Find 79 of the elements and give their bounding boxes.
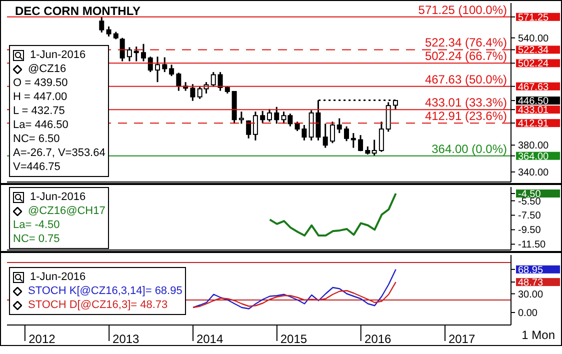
- line-series: [268, 192, 397, 237]
- y-tick-label: 412.91: [518, 118, 550, 130]
- x-tick-label: 2014: [196, 332, 224, 346]
- candlestick: [176, 72, 182, 92]
- x-tick-label: 2016: [364, 332, 392, 346]
- series-label: STOCH K[@CZ16,3,14]= 68.95: [27, 284, 182, 298]
- y-tick-label: 571.25: [518, 12, 550, 24]
- x-tick-label: 2015: [280, 332, 308, 346]
- candlestick: [344, 126, 350, 142]
- candlestick: [134, 46, 139, 62]
- y-tick-label: 540.00: [518, 33, 550, 44]
- ref-line-label: 364.00 (0.0%): [432, 142, 507, 156]
- candlestick: [358, 134, 364, 152]
- candlestick: [350, 132, 356, 149]
- candlestick: [148, 56, 153, 73]
- candlestick: [155, 56, 160, 83]
- annotation: 1-Jun-2016: [29, 190, 87, 204]
- y-tick-label: 30.00: [518, 289, 544, 300]
- candlestick: [322, 122, 328, 149]
- annotation: V=446.75: [13, 160, 62, 174]
- candlestick: [162, 56, 168, 73]
- candlestick: [99, 16, 104, 34]
- y-tick-label: 48.73: [518, 278, 544, 289]
- candlestick: [378, 120, 384, 153]
- annotation: La= 446.50: [13, 118, 70, 132]
- ref-line-label: 467.63 (50.0%): [424, 72, 507, 86]
- ref-line-label: 571.25 (100.0%): [418, 2, 507, 17]
- ref-line-label: 522.34 (76.4%): [424, 36, 507, 50]
- candlestick: [218, 71, 223, 92]
- line-series: [192, 268, 396, 310]
- candlestick: [260, 110, 266, 124]
- ref-line-label: 412.91 (23.6%): [424, 109, 507, 124]
- y-tick-label: 68.95: [518, 264, 544, 276]
- candlestick: [252, 110, 258, 142]
- candlestick: [106, 26, 112, 38]
- y-tick-label: -11.50: [518, 240, 546, 251]
- ref-line-label: 433.01 (33.3%): [424, 96, 507, 110]
- candlestick: [274, 106, 280, 124]
- y-tick-label: -9.50: [518, 225, 542, 236]
- x-axis-title: 1 Mon: [522, 328, 555, 342]
- line-series: [192, 281, 396, 308]
- ref-line-label: 502.24 (66.7%): [424, 49, 507, 64]
- y-tick-label: -7.50: [518, 210, 542, 222]
- text: @CZ16: [27, 62, 68, 76]
- candlestick: [190, 83, 196, 102]
- y-tick-label: 467.63: [518, 82, 550, 93]
- y-tick-label: 340.00: [518, 167, 550, 178]
- candlestick: [372, 139, 377, 157]
- y-tick-label: 380.00: [518, 140, 550, 152]
- chart-title: DEC CORN MONTHLY: [15, 4, 141, 18]
- candlestick: [169, 64, 174, 77]
- candlestick: [238, 110, 244, 124]
- annotation: L = 432.75: [13, 104, 66, 118]
- candlestick: [120, 37, 125, 62]
- y-tick-label: 502.24: [518, 58, 550, 70]
- annotation: H = 447.00: [13, 90, 68, 104]
- candlestick: [210, 71, 216, 88]
- annotation: O = 439.50: [13, 76, 69, 90]
- x-tick-label: 2017: [448, 332, 476, 346]
- annotation: NC= 6.50: [13, 132, 61, 146]
- candlestick: [140, 43, 146, 62]
- candlestick: [336, 118, 342, 134]
- annotation: La= -4.50: [13, 218, 61, 232]
- candlestick: [126, 46, 132, 62]
- y-tick-label: 364.00: [518, 151, 550, 162]
- y-tick-label: 433.01: [518, 105, 550, 116]
- y-tick-label: 522.34: [518, 45, 550, 56]
- candlestick: [266, 108, 272, 122]
- y-tick-label: 0.00: [518, 308, 538, 319]
- annotation: 1-Jun-2016: [29, 48, 87, 62]
- x-tick-label: 2013: [112, 332, 140, 346]
- x-tick-label: 2012: [28, 332, 56, 346]
- text: STOCH D[@CZ16,3]= 48.73: [27, 298, 169, 312]
- candlestick: [330, 120, 335, 144]
- annotation: A=-26.7, V=353.64: [13, 146, 106, 160]
- text: @CZ16@CH17: [27, 204, 106, 218]
- y-tick-label: 446.50: [518, 96, 550, 108]
- annotation: NC= 0.75: [13, 232, 61, 246]
- annotation: 1-Jun-2016: [29, 270, 87, 284]
